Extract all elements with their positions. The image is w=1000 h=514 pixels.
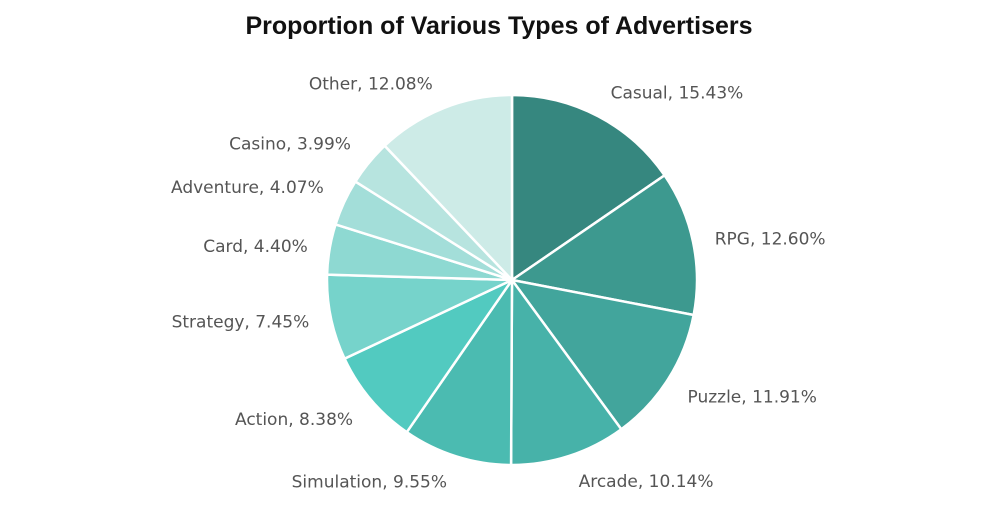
pie-slice-other <box>382 93 514 284</box>
data-label-rpg: RPG, 12.60% <box>715 230 826 250</box>
data-label-adventure: Adventure, 4.07% <box>171 178 324 198</box>
data-label-simulation: Simulation, 9.55% <box>292 473 447 493</box>
data-label-casual: Casual, 15.43% <box>611 83 744 103</box>
data-label-card: Card, 4.40% <box>203 237 308 257</box>
pie-slice-rpg <box>508 173 699 317</box>
pie-slice-action <box>342 276 516 434</box>
data-label-other: Other, 12.08% <box>309 74 433 94</box>
data-label-puzzle: Puzzle, 11.91% <box>688 388 817 408</box>
data-label-strategy: Strategy, 7.45% <box>172 312 310 332</box>
pie-slice-arcade <box>509 276 624 467</box>
data-label-arcade: Arcade, 10.14% <box>579 472 714 492</box>
pie-labels: Casual, 15.43% RPG, 12.60% Puzzle, 11.91% A… <box>171 74 826 492</box>
data-label-action: Action, 8.38% <box>235 410 353 430</box>
pie-slice-puzzle <box>509 278 696 432</box>
pie-slices <box>325 93 699 467</box>
pie-slice-casual <box>510 93 667 283</box>
pie-slice-simulation <box>405 275 514 467</box>
data-label-casino: Casino, 3.99% <box>229 134 351 154</box>
chart-title: Proportion of Various Types of Advertise… <box>245 12 752 40</box>
